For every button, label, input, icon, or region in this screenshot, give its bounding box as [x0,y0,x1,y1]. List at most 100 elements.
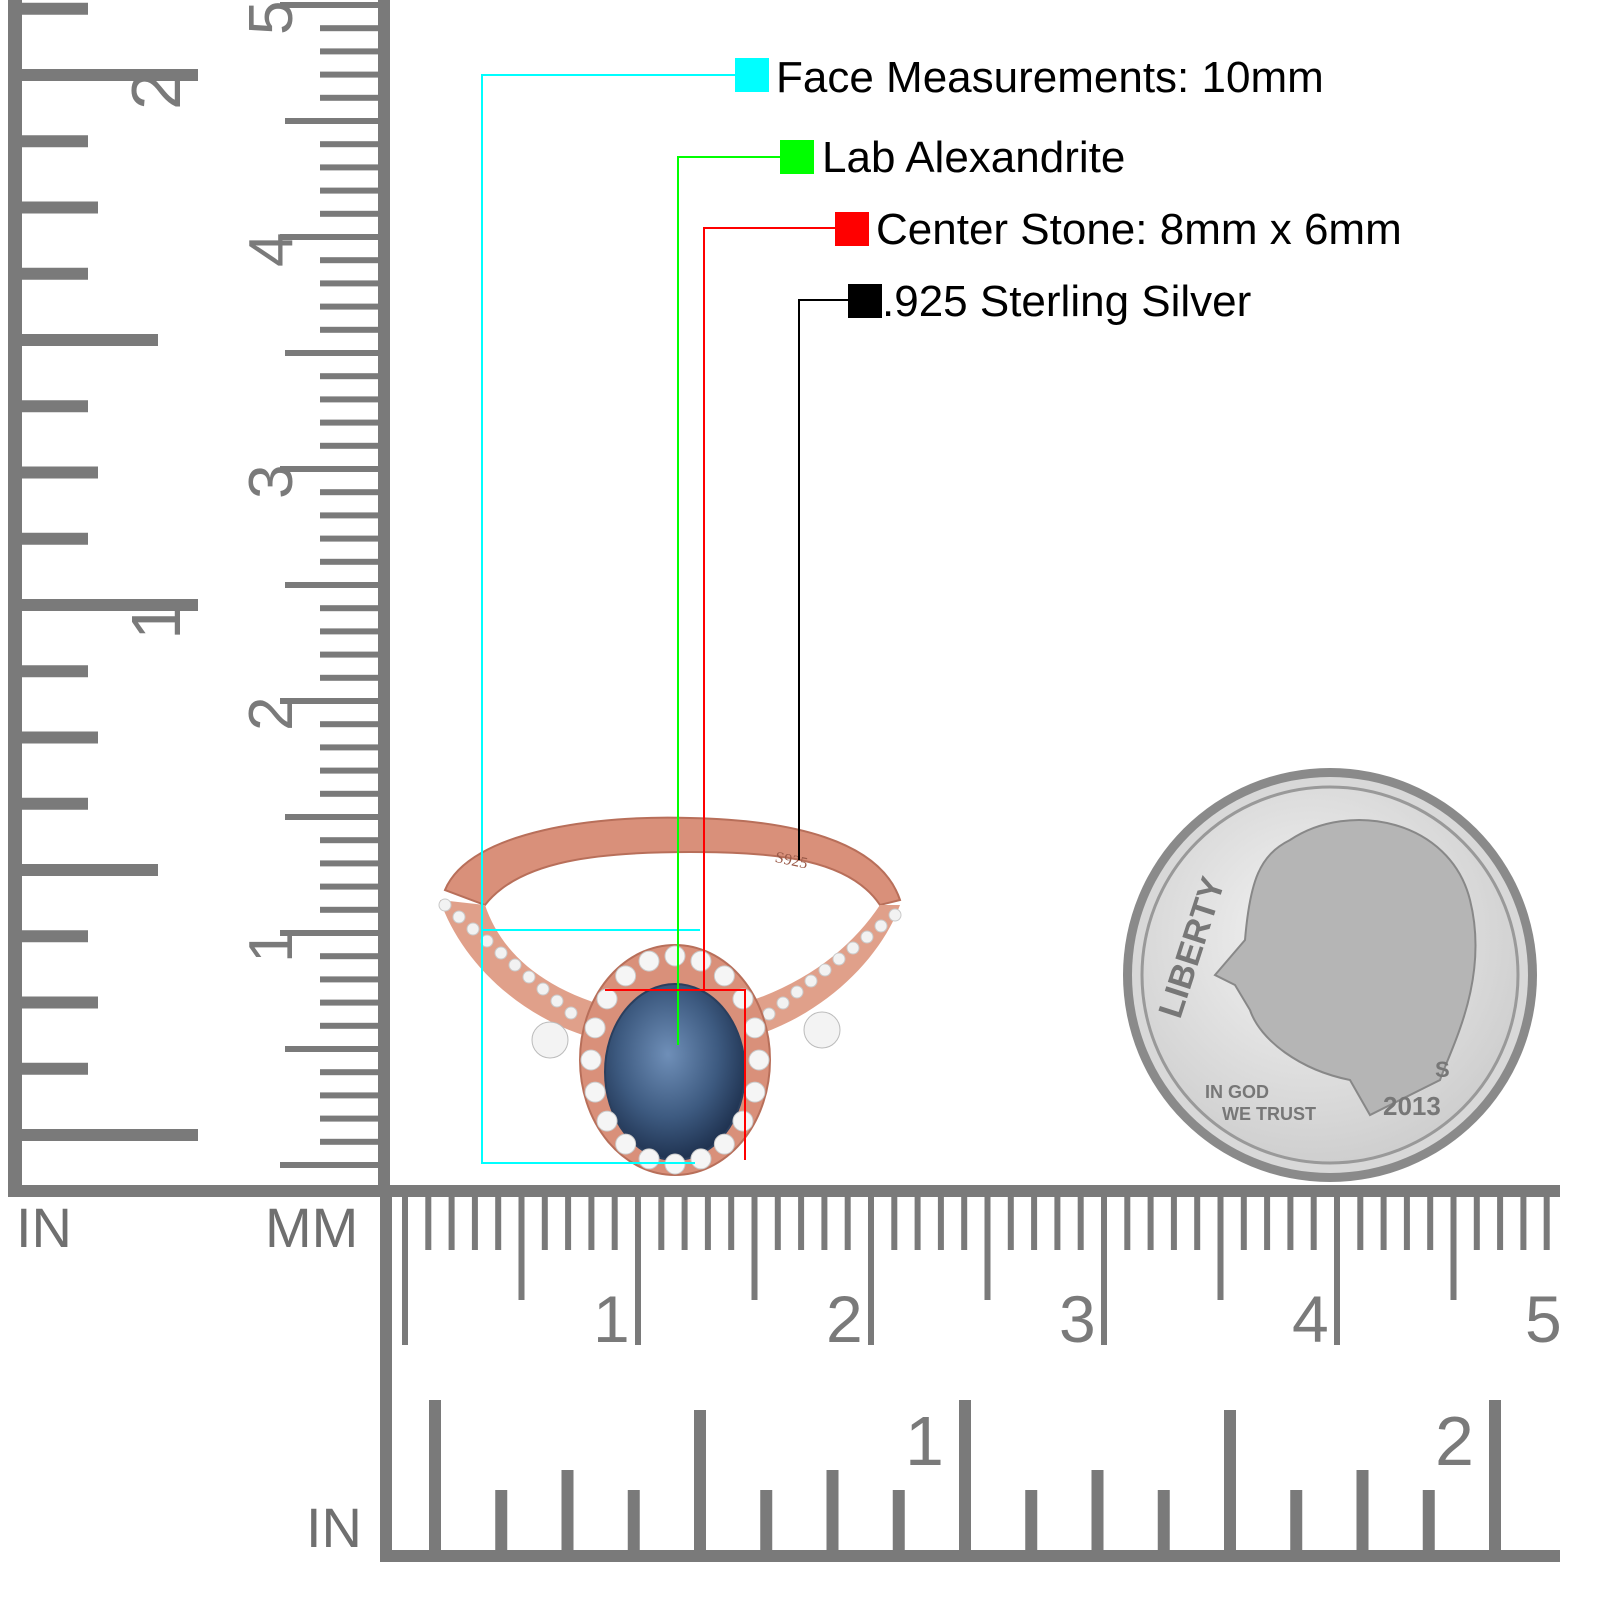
legend-swatch-black [848,284,882,318]
horizontal-mm-tick [658,1195,665,1250]
halo-stone [744,1081,766,1103]
vertical-mm-tick [320,187,380,194]
pave-stone [452,910,466,924]
coin-motto-2: WE TRUST [1222,1104,1316,1124]
vertical-inch-tick [8,1062,88,1075]
pave-stone [776,996,790,1010]
horizontal-inch-label: 2 [1435,1402,1474,1480]
halo-stone [732,1110,754,1132]
vertical-mm-tick [320,326,380,333]
horizontal-mm-tick [937,1195,944,1250]
legend-swatch-red [835,212,869,246]
pave-stone [564,1006,578,1020]
horizontal-inch-tick [694,1410,706,1550]
vertical-mm-tick [320,605,380,612]
coin-year: 2013 [1383,1091,1441,1121]
vertical-inch-tick [8,599,198,611]
vertical-mm-tick [320,767,380,774]
horizontal-mm-tick [1520,1195,1527,1250]
vertical-mm-tick [320,419,380,426]
horizontal-inch-tick [1356,1470,1369,1550]
pave-stone [832,952,846,966]
legend-swatch-green [780,140,814,174]
vertical-inch-tick [8,135,88,148]
horizontal-inch-tick [627,1490,640,1550]
horizontal-mm-tick [565,1195,572,1250]
vertical-mm-tick [320,25,380,32]
vertical-mm-tick [320,860,380,867]
stone-type-line [677,156,780,1045]
horizontal-mm-tick [1124,1195,1131,1250]
vertical-mm-tick [320,373,380,380]
vertical-mm-tick [320,1069,380,1076]
pave-stone [874,919,888,933]
pave-stone [466,922,480,936]
coin-mint-mark: S [1435,1057,1450,1082]
vertical-mm-tick [320,744,380,751]
metal-line [798,299,848,860]
vertical-mm-tick [320,721,380,728]
horizontal-mm-tick [728,1195,735,1250]
vertical-inch-label: 1 [117,601,195,640]
halo-stone [690,950,712,972]
ring-stamp: S925 [773,849,809,872]
vertical-inch-tick [8,731,98,744]
callout-metal: .925 Sterling Silver [882,277,1252,326]
horizontal-mm-tick [868,1195,874,1345]
halo-stone [615,965,637,987]
horizontal-mm-label: 4 [1292,1282,1329,1356]
halo-stone [638,1148,660,1170]
horizontal-inch-tick [1091,1470,1104,1550]
halo-stone [615,1133,637,1155]
vertical-mm-tick [320,396,380,403]
vertical-mm-tick [320,94,380,101]
vertical-mm-tick [320,1115,380,1122]
vertical-inch-tick [8,665,88,678]
vertical-inch-tick [8,466,98,479]
vertical-mm-tick [320,280,380,287]
pave-stone [522,970,536,984]
vertical-inch-tick [8,930,88,943]
horizontal-mm-tick [1287,1195,1294,1250]
horizontal-mm-tick [751,1195,758,1300]
pave-stone [818,963,832,977]
halo-stone [580,1049,602,1071]
horizontal-mm-tick [611,1195,618,1250]
horizontal-mm-tick [471,1195,478,1250]
vertical-inch-tick [8,2,88,15]
callout-center-stone: Center Stone: 8mm x 6mm [876,205,1402,254]
halo-stone [713,965,735,987]
horizontal-mm-tick [495,1195,502,1250]
coin-portrait [1213,819,1477,1117]
horizontal-mm-tick [1264,1195,1271,1250]
face-measurement-line [481,74,735,1164]
vertical-mm-tick [320,953,380,960]
halo-stone [664,945,686,967]
legend-swatch-cyan [735,58,769,92]
horizontal-mm-tick [1403,1195,1410,1250]
vertical-mm-tick [320,489,380,496]
vertical-mm-label: 5 [237,1,306,35]
horizontal-mm-label: 2 [826,1282,863,1356]
vertical-mm-tick [320,210,380,217]
horizontal-mm-tick [1217,1195,1224,1300]
vertical-mm-tick [320,1022,380,1029]
vertical-mm-tick [285,582,380,588]
vertical-mm-tick [320,141,380,148]
vertical-mm-tick [320,883,380,890]
vertical-inch-label: 2 [117,71,195,110]
pave-stone [438,898,452,912]
horizontal-mm-tick [1077,1195,1084,1250]
horizontal-mm-tick [541,1195,548,1250]
horizontal-inch-tick [892,1490,905,1550]
horizontal-mm-tick [681,1195,688,1250]
horizontal-ruler-top-edge [8,1185,1560,1197]
coin-motto-1: IN GOD [1205,1082,1269,1102]
vertical-mm-tick [320,837,380,844]
horizontal-mm-tick [774,1195,781,1250]
horizontal-ruler-bottom-edge [380,1550,1560,1562]
horizontal-ruler-left-edge [380,1195,392,1560]
pave-stone [804,974,818,988]
horizontal-mm-label: 5 [1525,1282,1562,1356]
